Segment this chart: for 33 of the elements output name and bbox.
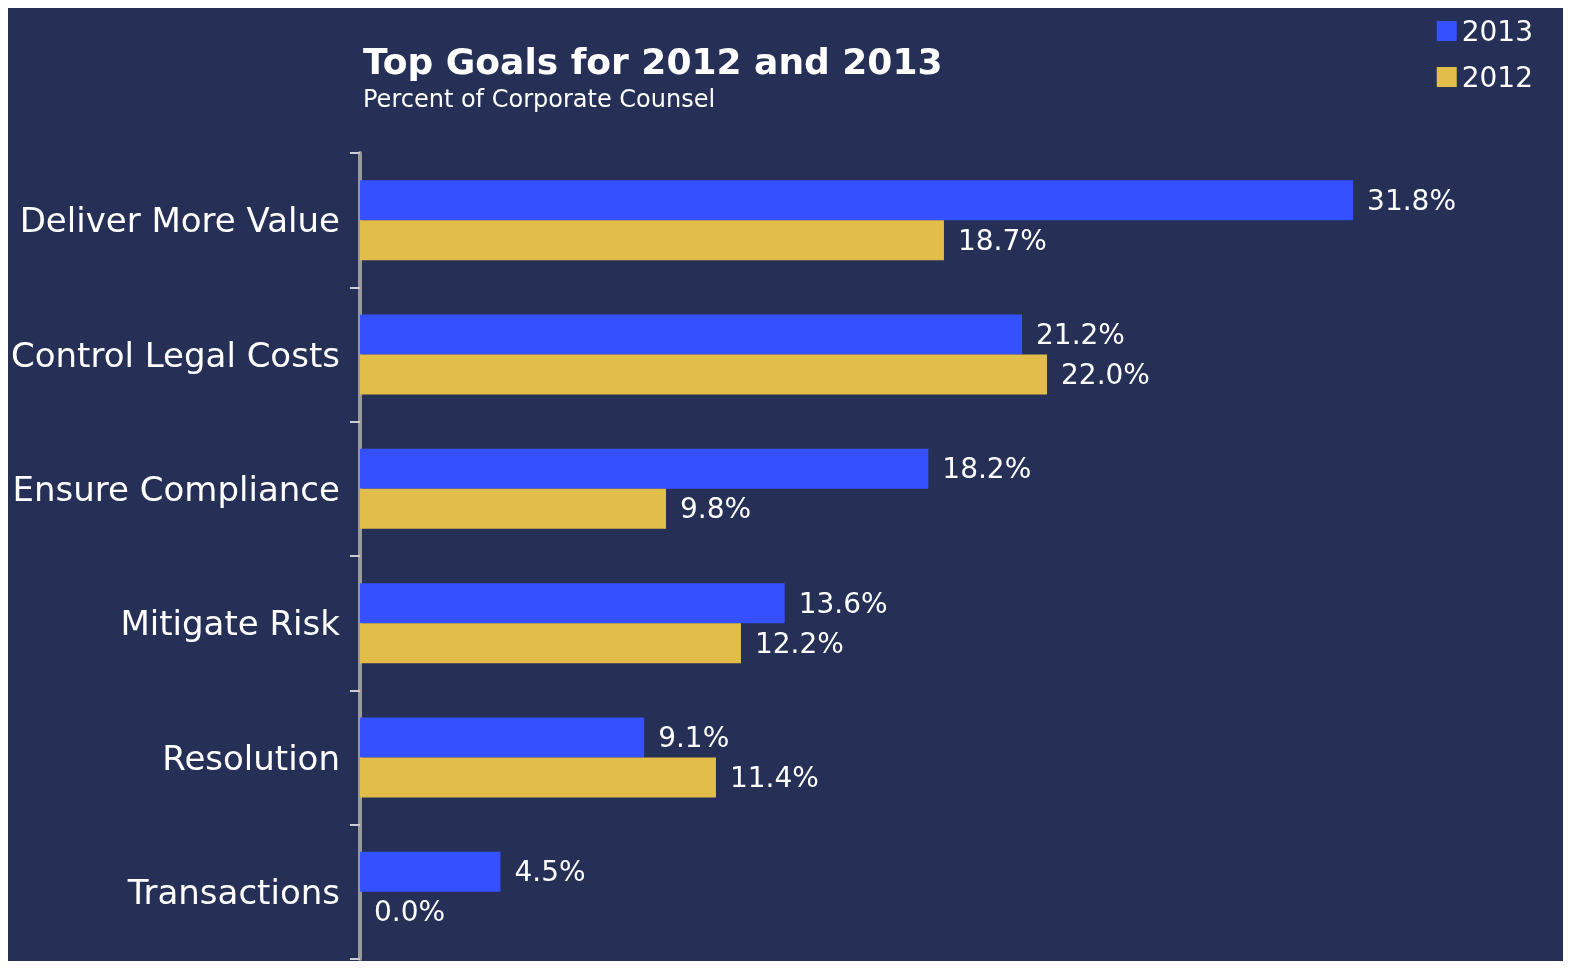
- bar: [359, 314, 1023, 355]
- bar: [359, 583, 785, 624]
- data-label: 4.5%: [514, 855, 586, 889]
- bar: [359, 354, 1048, 395]
- bar: [359, 757, 716, 798]
- data-label: 18.2%: [942, 452, 1032, 486]
- y-tick-label: Mitigate Risk: [120, 603, 341, 644]
- data-label: 11.4%: [729, 761, 819, 794]
- legend-label: 2012: [1461, 60, 1534, 94]
- data-label: 18.7%: [957, 223, 1047, 257]
- data-label: 21.2%: [1036, 318, 1125, 351]
- data-label: 9.1%: [658, 721, 730, 754]
- chart-subtitle: Percent of Corporate Counsel: [363, 85, 716, 113]
- y-tick-label: Resolution: [162, 737, 340, 778]
- bar: [359, 220, 944, 261]
- data-label: 13.6%: [798, 586, 888, 620]
- bar: [359, 623, 741, 664]
- chart-title: Top Goals for 2012 and 2013: [363, 40, 943, 82]
- y-tick-label: Control Legal Costs: [10, 334, 340, 375]
- bar: [359, 448, 929, 489]
- y-tick-label: Transactions: [126, 871, 340, 912]
- bar: [359, 180, 1354, 221]
- data-label: 9.8%: [680, 492, 752, 526]
- bar: [359, 717, 645, 758]
- bar: [359, 488, 666, 529]
- data-label: 12.2%: [754, 626, 844, 660]
- data-label: 31.8%: [1367, 183, 1457, 217]
- legend-label: 2013: [1461, 14, 1534, 48]
- bar: [359, 851, 501, 892]
- y-tick-label: Deliver More Value: [19, 200, 340, 241]
- data-label: 0.0%: [373, 895, 446, 929]
- data-label: 22.0%: [1061, 358, 1150, 391]
- y-tick-label: Ensure Compliance: [12, 468, 340, 509]
